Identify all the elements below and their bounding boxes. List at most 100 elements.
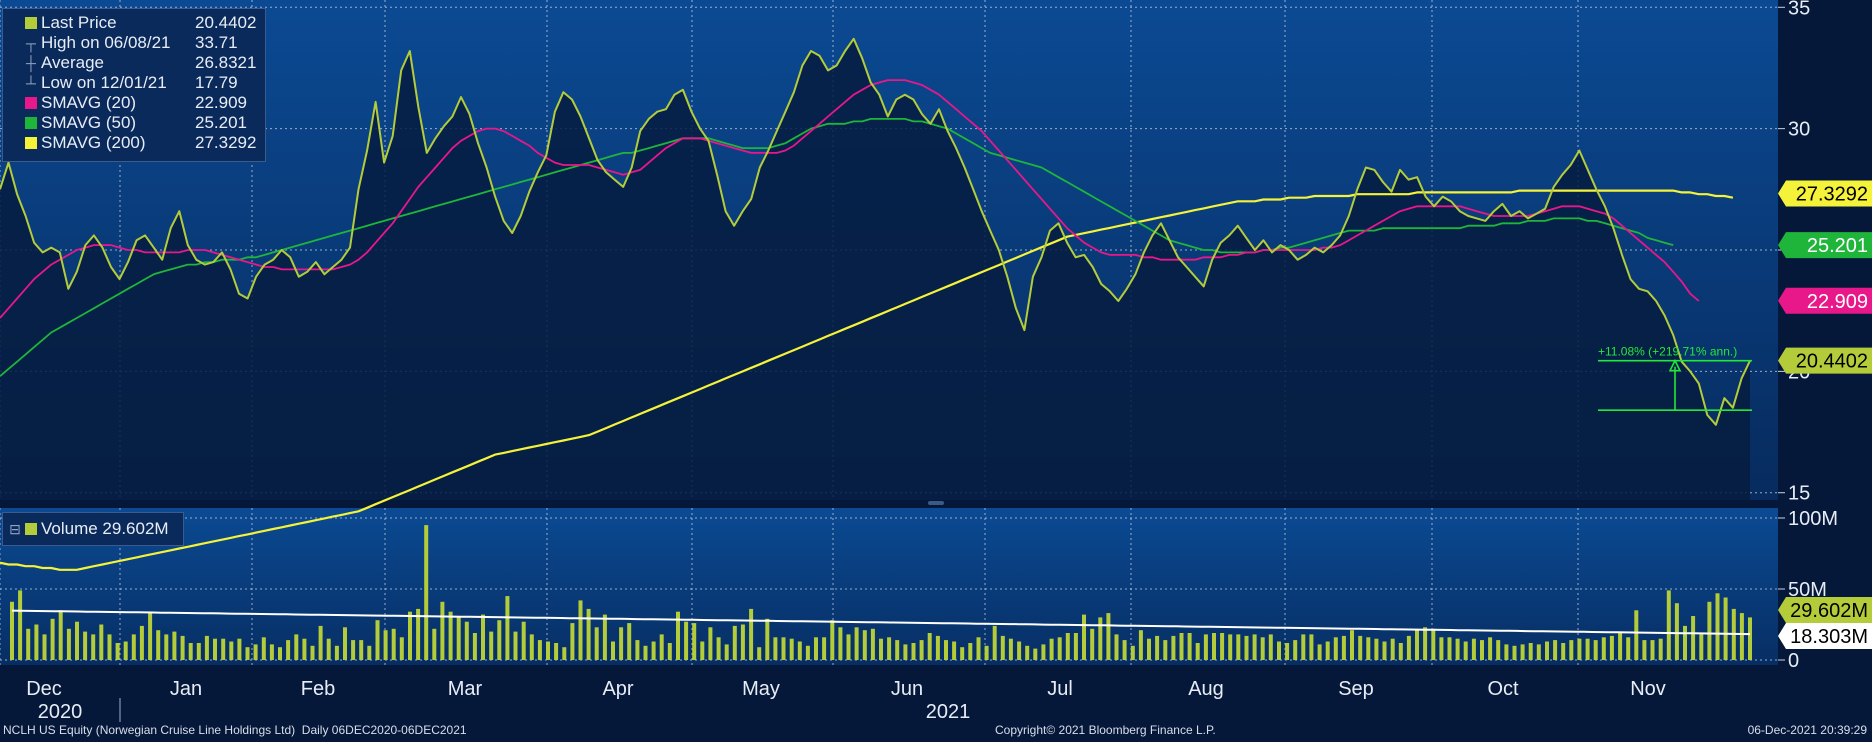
legend-sma20[interactable]: SMAVG (20) 22.909 <box>13 93 263 113</box>
volume-bar <box>935 635 940 660</box>
legend-swatch-sma50 <box>25 117 37 129</box>
legend-value: 33.71 <box>195 33 238 52</box>
volume-bar <box>1252 634 1257 660</box>
volume-bar <box>1642 640 1647 660</box>
volume-bar <box>879 638 883 660</box>
volume-bar <box>310 645 315 660</box>
tag-last-price: 20.4402 <box>1796 351 1868 373</box>
volume-bar <box>1309 634 1314 660</box>
volume-bar <box>50 618 55 660</box>
volume-bar <box>692 623 697 660</box>
volume-bar <box>1057 637 1062 660</box>
footer-ticker: NCLH US Equity (Norwegian Cruise Line Ho… <box>3 723 467 737</box>
volume-bar <box>659 634 664 660</box>
volume-bar <box>781 637 786 660</box>
x-month-label: Jul <box>1047 678 1073 700</box>
legend-value: 17.79 <box>195 73 238 92</box>
volume-bar <box>1293 640 1298 660</box>
volume-bar <box>1455 638 1460 660</box>
volume-bar <box>1130 645 1135 660</box>
x-month-label: May <box>742 678 780 700</box>
volume-bar <box>1561 643 1566 660</box>
volume-bar <box>1187 633 1192 660</box>
volume-bar <box>1699 634 1704 660</box>
volume-bar <box>1017 641 1022 660</box>
volume-bar <box>432 628 437 660</box>
volume-bar <box>1382 641 1387 660</box>
legend-swatch-volume <box>25 523 37 535</box>
volume-bar <box>1431 628 1436 660</box>
volume-bar <box>586 608 591 660</box>
volume-bar <box>278 647 282 660</box>
x-month-label: Nov <box>1630 678 1666 700</box>
volume-bar <box>456 617 461 660</box>
volume-bar <box>895 640 900 660</box>
x-month-label: Aug <box>1188 678 1224 700</box>
volume-bar <box>732 625 737 660</box>
volume-bar <box>1634 610 1639 660</box>
volume-bar <box>229 641 234 660</box>
volume-bar <box>740 624 745 660</box>
volume-bar <box>10 601 14 660</box>
volume-bar <box>1008 638 1013 660</box>
volume-bar <box>1138 630 1143 660</box>
x-month-label: Dec <box>26 678 62 700</box>
footer-timestamp: 06-Dec-2021 20:39:29 <box>1747 723 1867 737</box>
volume-bar <box>334 645 339 660</box>
tag-sma200-bg <box>1778 180 1872 207</box>
volume-layer <box>10 525 1752 660</box>
volume-bar <box>148 611 153 660</box>
legend-sma200[interactable]: SMAVG (200) 27.3292 <box>13 133 263 153</box>
volume-bar <box>359 640 364 660</box>
volume-bar <box>797 641 802 660</box>
tag-volume-bg <box>1778 596 1872 623</box>
volume-bar <box>1155 635 1160 660</box>
right-axis-bg <box>1778 0 1872 665</box>
volume-bar <box>383 630 388 660</box>
volume-bar <box>1691 616 1696 660</box>
footer-copyright: Copyright© 2021 Bloomberg Finance L.P. <box>995 723 1216 737</box>
tag-sma50-bg <box>1778 232 1872 259</box>
volume-bar <box>992 625 997 660</box>
series-line-sma20 <box>0 79 1700 319</box>
volume-bar <box>1049 638 1054 660</box>
volume-bar <box>1065 633 1070 660</box>
volume-bar <box>1553 640 1558 660</box>
volume-bar <box>1090 628 1095 660</box>
volume-bar <box>903 644 908 660</box>
volume-bar <box>1260 637 1265 660</box>
volume-bar <box>968 643 973 660</box>
volume-bar <box>1585 638 1590 660</box>
volume-bar <box>1106 613 1111 660</box>
legend-sma50[interactable]: SMAVG (50) 25.201 <box>13 113 263 133</box>
volume-bar <box>619 627 624 660</box>
volume-bar <box>245 647 250 660</box>
collapse-icon[interactable]: ⊟ <box>9 521 21 537</box>
legend-value: 20.4402 <box>195 13 257 32</box>
volume-bar <box>326 638 331 660</box>
volume-bar <box>1000 635 1005 660</box>
volume-bar <box>1658 638 1663 660</box>
price-tick-label: 30 <box>1788 119 1810 141</box>
volume-bar <box>846 634 851 660</box>
volume-bar <box>261 637 266 660</box>
volume-bar <box>1114 634 1119 660</box>
volume-bar <box>237 638 242 660</box>
legend-last-price[interactable]: ⊟ Last Price 20.4402 <box>13 13 263 33</box>
volume-bar <box>529 634 534 660</box>
volume-bar <box>830 620 835 660</box>
volume-bar <box>1228 634 1233 660</box>
volume-bar <box>1674 603 1679 660</box>
volume-bar <box>375 620 380 660</box>
splitter-handle <box>928 501 944 505</box>
tag-volume-avg: 18.303M <box>1790 626 1868 648</box>
volume-bar <box>213 638 217 660</box>
volume-legend[interactable]: ⊟ Volume 29.602M <box>2 512 184 546</box>
volume-tick-label: 0 <box>1788 650 1799 672</box>
volume-bar <box>789 638 794 660</box>
volume-bar <box>1447 637 1452 660</box>
volume-collapse[interactable]: ⊟ <box>3 519 23 539</box>
volume-bar <box>570 623 575 660</box>
volume-bar <box>18 590 23 660</box>
legend-low: ┴ Low on 12/01/21 17.79 <box>13 73 263 93</box>
